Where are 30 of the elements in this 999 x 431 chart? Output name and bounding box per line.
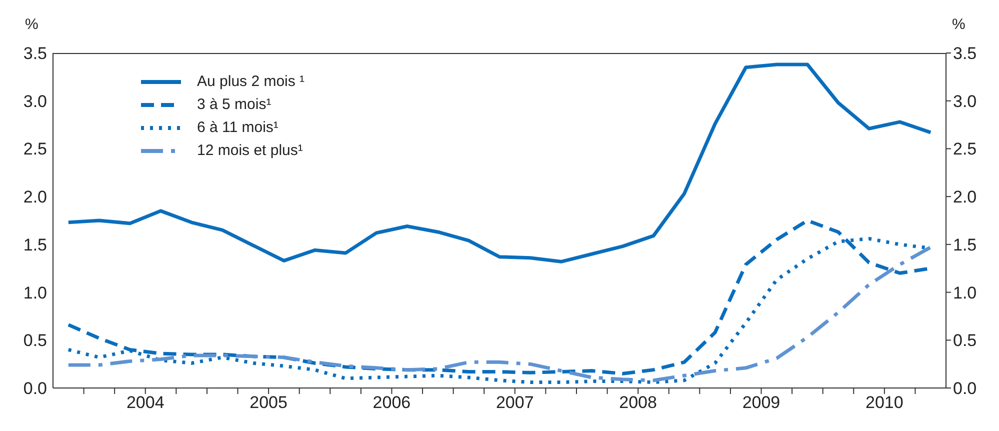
- y-tick-label: 2.5: [23, 140, 47, 159]
- legend-label: 12 mois et plus¹: [197, 142, 303, 159]
- x-tick-label: 2010: [866, 393, 904, 412]
- y2-tick-label: 0.5: [953, 331, 977, 350]
- y2-tick-label: 0.0: [953, 379, 977, 398]
- x-tick-label: 2004: [126, 393, 164, 412]
- x-tick-label: 2005: [250, 393, 288, 412]
- y-tick-label: 2.0: [23, 188, 47, 207]
- x-tick-label: 2006: [372, 393, 411, 412]
- y2-tick-label: 2.0: [953, 188, 977, 207]
- legend-label: 6 à 11 mois¹: [197, 119, 278, 136]
- x-tick-label: 2007: [496, 393, 534, 412]
- y-tick-label: 1.0: [23, 283, 47, 302]
- y-tick-label: 3.5: [23, 44, 47, 64]
- y-tick-label: 3.0: [23, 92, 47, 111]
- y2-tick-label: 2.5: [953, 140, 977, 159]
- y2-tick-label: 1.5: [953, 235, 977, 254]
- y-axis-title: %: [25, 16, 38, 33]
- y-tick-label: 0.0: [23, 379, 47, 398]
- x-tick-label: 2008: [619, 393, 657, 412]
- legend-label: 3 à 5 mois¹: [197, 96, 272, 113]
- x-tick-label: 2009: [742, 393, 780, 412]
- y2-tick-label: 3.0: [953, 92, 977, 111]
- y2-axis-title: %: [952, 16, 966, 33]
- legend-label: Au plus 2 mois ¹: [197, 73, 305, 90]
- line-series: [66, 62, 932, 264]
- y-tick-label: 1.5: [23, 235, 47, 254]
- y-tick-label: 0.5: [23, 331, 47, 350]
- y2-tick-label: 3.5: [953, 44, 977, 64]
- y2-tick-label: 1.0: [953, 283, 977, 302]
